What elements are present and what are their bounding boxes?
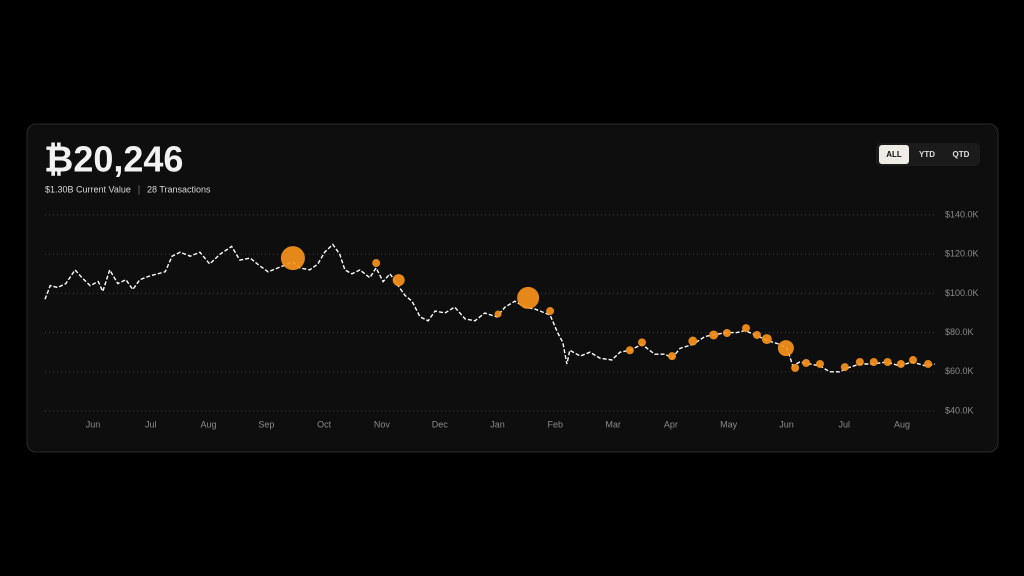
- x-tick-label: Nov: [374, 419, 391, 429]
- transaction-point[interactable]: [688, 336, 698, 346]
- x-tick-label: Sep: [258, 419, 274, 429]
- transaction-point[interactable]: [869, 358, 878, 366]
- transaction-point[interactable]: [668, 352, 677, 361]
- transaction-point[interactable]: [494, 310, 502, 318]
- x-tick-label: Mar: [605, 419, 621, 429]
- transaction-point[interactable]: [761, 334, 772, 345]
- transaction-point[interactable]: [777, 340, 794, 357]
- transactions: 28 Transactions: [147, 184, 211, 194]
- transaction-point[interactable]: [742, 324, 751, 333]
- x-tick-label: Jun: [779, 419, 794, 429]
- balance: ₿20,246: [44, 139, 183, 180]
- y-tick-label: $40.0K: [945, 405, 974, 415]
- range-button[interactable]: QTD: [953, 150, 970, 159]
- x-tick-label: Feb: [548, 419, 564, 429]
- x-tick-label: May: [720, 419, 738, 429]
- x-tick-label: Oct: [317, 419, 332, 429]
- transaction-point[interactable]: [372, 259, 381, 268]
- transaction-point[interactable]: [280, 246, 305, 271]
- x-tick-label: Jun: [86, 419, 101, 429]
- transaction-point[interactable]: [840, 363, 849, 372]
- y-tick-label: $60.0K: [945, 366, 974, 376]
- current-value: $1.30B Current Value: [45, 184, 131, 194]
- transaction-point[interactable]: [709, 330, 719, 340]
- x-tick-label: Apr: [664, 419, 678, 429]
- transaction-point[interactable]: [392, 274, 405, 287]
- transaction-point[interactable]: [625, 346, 634, 355]
- price-line: [44, 243, 936, 373]
- y-tick-label: $80.0K: [945, 327, 974, 337]
- transaction-point[interactable]: [909, 356, 918, 365]
- transaction-point[interactable]: [637, 338, 646, 347]
- transaction-point[interactable]: [753, 330, 761, 339]
- transaction-point[interactable]: [855, 358, 864, 366]
- x-tick-label: Jan: [490, 419, 505, 429]
- x-tick-label: Aug: [201, 419, 217, 429]
- transaction-point[interactable]: [802, 358, 811, 367]
- transaction-point[interactable]: [791, 363, 800, 372]
- x-tick-label: Jul: [145, 419, 157, 429]
- y-tick-label: $120.0K: [945, 249, 979, 259]
- transaction-point[interactable]: [722, 328, 731, 337]
- transaction-point[interactable]: [896, 359, 905, 368]
- card: [26, 123, 999, 453]
- transaction-point[interactable]: [924, 359, 933, 368]
- transaction-point[interactable]: [517, 286, 540, 309]
- x-tick-label: Jul: [839, 419, 851, 429]
- transaction-point[interactable]: [815, 359, 824, 368]
- x-tick-label: Dec: [432, 419, 449, 429]
- x-tick-label: Aug: [894, 419, 910, 429]
- transaction-point[interactable]: [546, 307, 555, 316]
- y-tick-label: $140.0K: [945, 209, 979, 219]
- transaction-point[interactable]: [883, 358, 892, 366]
- range-button-active[interactable]: [879, 145, 909, 164]
- y-tick-label: $100.0K: [945, 288, 979, 298]
- range-button[interactable]: ALL: [886, 150, 902, 159]
- range-button[interactable]: YTD: [919, 150, 935, 159]
